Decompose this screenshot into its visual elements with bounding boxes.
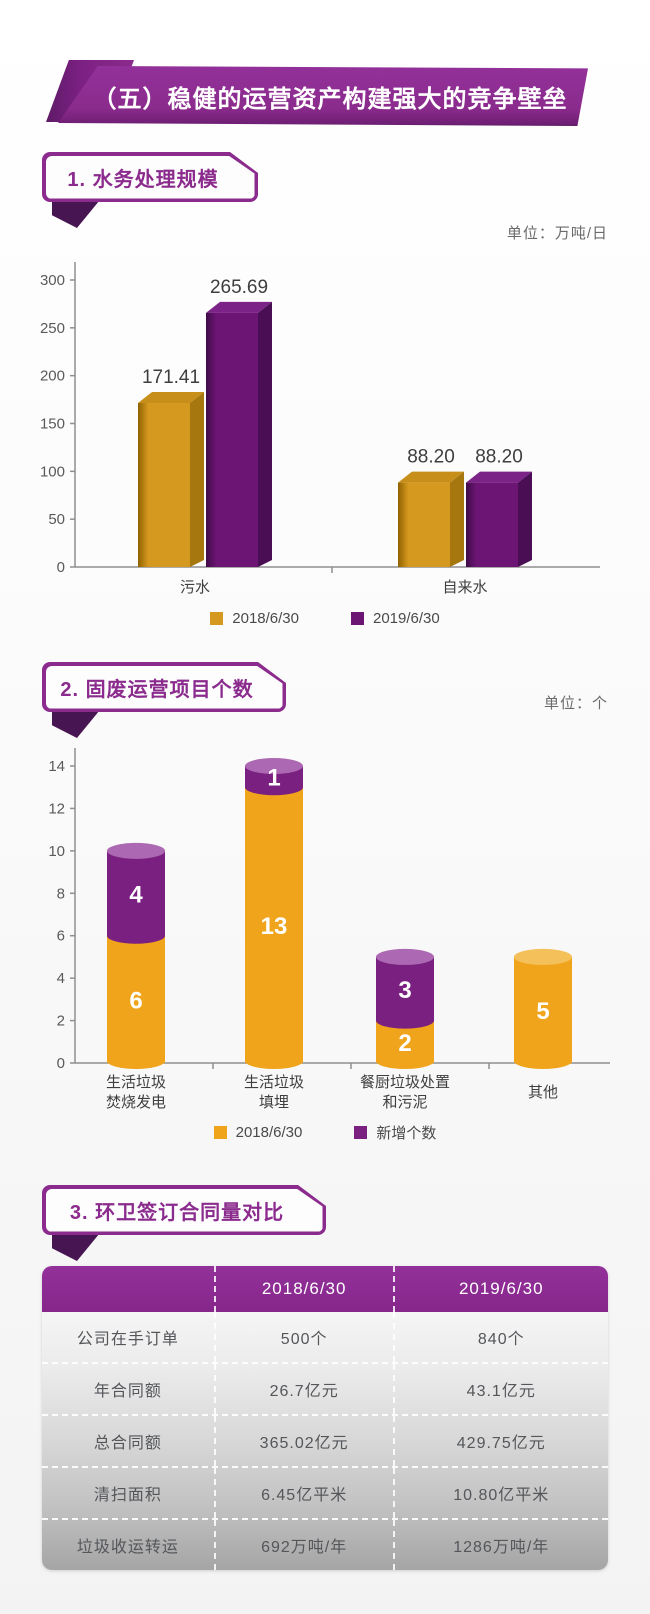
row-label-cell: 清扫面积 [93,1487,162,1504]
svg-text:300: 300 [40,272,65,289]
value-cell: 10.80亿平米 [392,1468,608,1518]
legend-item: 2019/6/30 [351,610,440,627]
svg-text:6: 6 [129,987,142,1014]
svg-text:焚烧发电: 焚烧发电 [106,1094,166,1110]
legend-label: 2019/6/30 [373,610,440,627]
table-row: 垃圾收运转运 692万吨/年 1286万吨/年 [42,1518,608,1570]
row-label-cell: 总合同额 [93,1435,162,1452]
legend-label: 2018/6/30 [232,610,299,627]
svg-text:150: 150 [40,416,65,433]
svg-text:250: 250 [40,320,65,337]
svg-text:生活垃圾: 生活垃圾 [244,1074,304,1091]
value-cell: 365.02亿元 [213,1416,393,1466]
table-header-cell [42,1266,214,1312]
solid-waste-chart: 0 2 4 6 8 10 12 14 4 6 生活垃圾焚烧发电 1 13 生活垃圾填埋 3 2 餐厨垃圾处置 和污… [0,720,650,1111]
badge-face: 2. 固废运营项目个数 [46,666,283,709]
banner-title: （五）稳健的运营资产构建强大的竞争壁垒 [92,85,568,113]
svg-text:2: 2 [398,1030,411,1057]
svg-text:88.20: 88.20 [407,447,455,468]
row-label-cell: 年合同额 [93,1383,162,1400]
value-cell: 840个 [392,1312,608,1362]
section-title-2: 2. 固废运营项目个数 [60,678,254,701]
section-badge-3: 3. 环卫签订合同量对比 [42,1185,326,1235]
unit-label-2: 单位：个 [543,695,608,712]
svg-text:和污泥: 和污泥 [382,1094,427,1110]
badge-face: 1. 水务处理规模 [46,156,255,199]
value-cell: 26.7亿元 [213,1364,393,1414]
svg-text:污水: 污水 [180,579,210,596]
table-row: 年合同额 26.7亿元 43.1亿元 [42,1362,608,1414]
svg-text:10: 10 [48,843,65,860]
value-cell: 500个 [213,1312,393,1362]
svg-text:生活垃圾: 生活垃圾 [106,1074,166,1091]
svg-text:0: 0 [57,559,65,576]
value-cell: 43.1亿元 [392,1364,608,1414]
table-header-cell: 2019/6/30 [392,1266,608,1312]
svg-text:5: 5 [536,998,549,1025]
legend-swatch-icon [354,1126,368,1139]
svg-text:100: 100 [40,463,65,480]
svg-text:自来水: 自来水 [442,579,487,596]
legend-swatch-icon [351,612,364,625]
table-row: 总合同额 365.02亿元 429.75亿元 [42,1414,608,1466]
value-cell: 692万吨/年 [213,1520,393,1570]
svg-text:填埋: 填埋 [259,1094,289,1110]
legend-label: 2018/6/30 [235,1124,303,1141]
svg-text:8: 8 [57,885,65,902]
svg-text:餐厨垃圾处置: 餐厨垃圾处置 [360,1074,450,1091]
legend-label: 新增个数 [376,1125,437,1142]
contract-comparison-table: 2018/6/30 2019/6/30 公司在手订单 500个 840个年合同额 26.… [42,1266,608,1570]
legend-item: 新增个数 [354,1122,436,1143]
svg-text:12: 12 [48,800,65,817]
svg-text:171.41: 171.41 [142,367,200,388]
value-cell: 1286万吨/年 [392,1520,608,1570]
svg-text:0: 0 [57,1055,65,1072]
table-row: 清扫面积 6.45亿平米 10.80亿平米 [42,1466,608,1518]
svg-text:2: 2 [57,1013,65,1030]
unit-label-1: 单位：万吨/日 [506,225,608,242]
section-badge-2: 2. 固废运营项目个数 [42,662,286,712]
svg-text:其他: 其他 [528,1084,558,1101]
solid-waste-chart-legend: 2018/6/30 新增个数 [0,1122,650,1143]
water-treatment-chart: 0 50 100 150 200 250 300 171.41 88.20 265.69 88.20… [0,240,650,602]
svg-text:265.69: 265.69 [210,277,268,298]
water-chart-canvas: 0 50 100 150 200 250 300 171.41 88.20 265.69 88.20… [40,262,600,596]
water-chart-legend: 2018/6/30 2019/6/30 [0,610,650,627]
svg-text:4: 4 [129,881,143,908]
banner: （五）稳健的运营资产构建强大的竞争壁垒 [58,66,588,126]
row-label-cell: 垃圾收运转运 [76,1539,179,1556]
table-header-row: 2018/6/30 2019/6/30 [42,1266,608,1312]
svg-text:13: 13 [261,913,288,940]
section-title-1: 1. 水务处理规模 [67,168,219,191]
section-title-3: 3. 环卫签订合同量对比 [69,1201,285,1224]
table-body: 公司在手订单 500个 840个年合同额 26.7亿元 43.1亿元总合同额 365.02… [42,1312,608,1570]
row-label-cell: 公司在手订单 [76,1331,179,1348]
section-badge-1: 1. 水务处理规模 [42,152,258,202]
legend-swatch-icon [213,1126,227,1139]
value-cell: 6.45亿平米 [213,1468,393,1518]
svg-text:3: 3 [398,977,411,1004]
svg-text:200: 200 [40,368,65,385]
badge-face: 3. 环卫签订合同量对比 [46,1189,323,1232]
svg-text:88.20: 88.20 [475,447,523,468]
svg-text:1: 1 [267,765,280,792]
value-cell: 429.75亿元 [392,1416,608,1466]
table-header-cell: 2018/6/30 [213,1266,393,1312]
legend-swatch-icon [210,612,224,625]
svg-text:4: 4 [57,970,65,987]
svg-text:6: 6 [57,928,65,945]
svg-text:14: 14 [48,758,65,775]
legend-item: 2018/6/30 [210,610,299,627]
svg-text:50: 50 [48,511,65,528]
table-row: 公司在手订单 500个 840个 [42,1312,608,1362]
legend-item: 2018/6/30 [213,1122,303,1143]
